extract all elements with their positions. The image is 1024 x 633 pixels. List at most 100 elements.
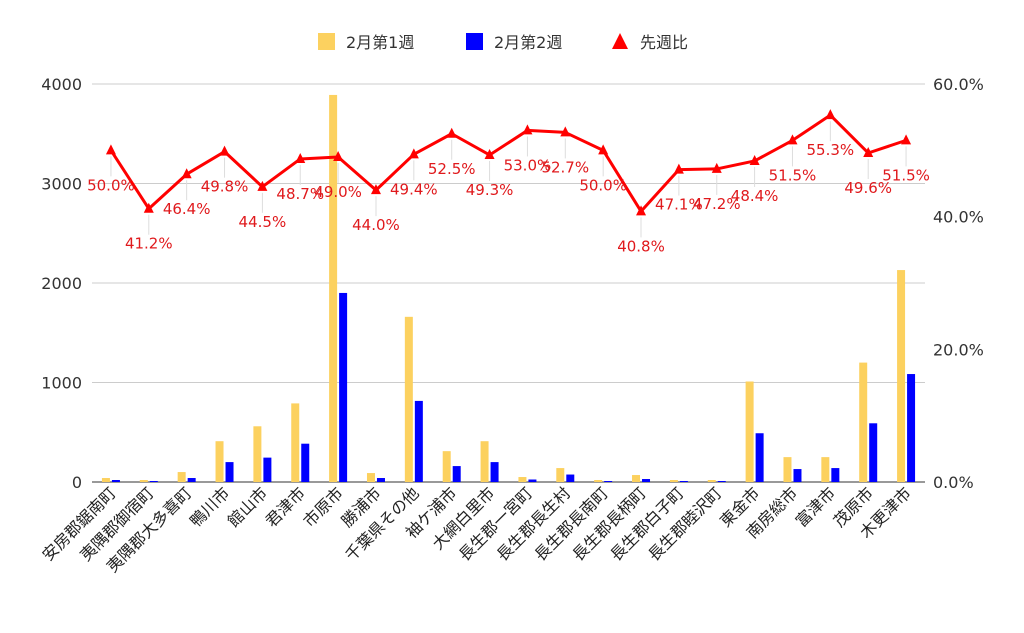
bar-week2 bbox=[149, 481, 158, 482]
ratio-point bbox=[673, 163, 684, 174]
bar-week1 bbox=[329, 94, 338, 482]
bar-week1 bbox=[745, 381, 754, 482]
ratio-data-label: 49.6% bbox=[844, 179, 892, 197]
bar-week1 bbox=[897, 270, 906, 482]
legend-swatch bbox=[318, 33, 335, 50]
category-label: 君津市 bbox=[262, 483, 309, 530]
ratio-point bbox=[863, 146, 874, 157]
ratio-data-label: 41.2% bbox=[125, 235, 173, 253]
ratio-data-label: 53.0% bbox=[504, 156, 552, 174]
ratio-point bbox=[105, 144, 116, 155]
bar-week2 bbox=[263, 457, 272, 482]
category-label: 館山市 bbox=[224, 483, 271, 530]
bar-week1 bbox=[139, 480, 148, 482]
right-tick-label: 0.0% bbox=[933, 473, 974, 492]
ratio-point bbox=[636, 205, 647, 216]
ratio-point bbox=[787, 134, 798, 145]
ratio-point bbox=[181, 168, 192, 179]
bar-week1 bbox=[253, 426, 262, 482]
left-tick-label: 2000 bbox=[41, 274, 82, 293]
bar-week1 bbox=[101, 478, 110, 482]
ratio-point bbox=[370, 184, 381, 195]
legend-swatch bbox=[466, 33, 483, 50]
ratio-point bbox=[408, 148, 419, 159]
bar-week2 bbox=[566, 474, 575, 482]
ratio-point bbox=[711, 162, 722, 173]
bar-week2 bbox=[717, 481, 726, 482]
bar-week1 bbox=[821, 457, 830, 482]
bar-week1 bbox=[177, 472, 186, 482]
bar-week2 bbox=[869, 423, 878, 482]
bar-week2 bbox=[642, 479, 651, 482]
category-label: 富津市 bbox=[792, 483, 839, 530]
ratio-data-label: 48.7% bbox=[276, 185, 324, 203]
right-axis: 0.0% 20.0% 40.0% 60.0% bbox=[933, 75, 984, 492]
bar-week2 bbox=[490, 462, 499, 482]
ratio-point bbox=[901, 134, 912, 145]
ratio-data-label: 47.2% bbox=[693, 195, 741, 213]
bar-week2 bbox=[187, 478, 196, 482]
ratio-data-label: 51.5% bbox=[882, 166, 930, 184]
ratio-line: 50.0% 41.2% 46.4% 49.8% 44.5% 48.7%49.0% 44.0%… bbox=[87, 109, 930, 255]
ratio-data-label: 47.1% bbox=[655, 196, 703, 214]
ratio-point bbox=[825, 109, 836, 120]
legend: 2月第1週 2月第2週 先週比 bbox=[318, 33, 688, 52]
ratio-data-label: 46.4% bbox=[163, 200, 211, 218]
ratio-data-label: 52.5% bbox=[428, 160, 476, 178]
legend-triangle-icon bbox=[612, 33, 628, 49]
ratio-point bbox=[560, 126, 571, 137]
bar-week1 bbox=[707, 480, 716, 482]
ratio-data-label: 44.0% bbox=[352, 216, 400, 234]
bar-week2 bbox=[907, 374, 916, 482]
ratio-data-label: 52.7% bbox=[541, 158, 589, 176]
ratio-data-label: 40.8% bbox=[617, 237, 665, 255]
bar-week1 bbox=[215, 441, 224, 482]
ratio-data-label: 49.4% bbox=[390, 180, 438, 198]
ratio-data-label: 44.5% bbox=[239, 213, 287, 231]
ratio-point bbox=[219, 145, 230, 156]
legend-label: 2月第2週 bbox=[494, 33, 562, 52]
ratio-data-label: 50.0% bbox=[579, 176, 627, 194]
left-axis: 0 1000 2000 3000 4000 bbox=[41, 75, 82, 492]
ratio-point bbox=[484, 148, 495, 159]
left-tick-label: 0 bbox=[72, 473, 82, 492]
bar-week1 bbox=[291, 403, 300, 482]
bar-week2 bbox=[528, 479, 537, 482]
bar-week2 bbox=[414, 400, 423, 482]
right-tick-label: 40.0% bbox=[933, 208, 984, 227]
right-tick-label: 20.0% bbox=[933, 340, 984, 359]
ratio-data-label: 50.0% bbox=[87, 176, 135, 194]
bar-week2 bbox=[111, 480, 120, 482]
bar-week1 bbox=[404, 316, 413, 482]
bar-week1 bbox=[556, 468, 565, 482]
ratio-point bbox=[749, 154, 760, 165]
category-label: 鴨川市 bbox=[186, 483, 233, 530]
right-tick-label: 60.0% bbox=[933, 75, 984, 94]
bar-week2 bbox=[793, 469, 802, 482]
left-tick-label: 3000 bbox=[41, 175, 82, 194]
bars bbox=[101, 94, 916, 482]
ratio-data-label: 49.8% bbox=[201, 178, 249, 196]
bar-week1 bbox=[632, 475, 641, 482]
bar-week2 bbox=[679, 481, 688, 482]
bar-week1 bbox=[480, 441, 489, 482]
ratio-point bbox=[598, 144, 609, 155]
ratio-polyline bbox=[109, 113, 907, 213]
ratio-data-label: 51.5% bbox=[769, 166, 817, 184]
bar-week1 bbox=[669, 480, 678, 482]
bar-week2 bbox=[339, 292, 348, 482]
bar-week1 bbox=[366, 473, 375, 482]
bar-week1 bbox=[518, 477, 527, 482]
legend-label: 2月第1週 bbox=[346, 33, 414, 52]
left-tick-label: 1000 bbox=[41, 374, 82, 393]
bar-week2 bbox=[376, 478, 385, 482]
bar-week1 bbox=[594, 480, 603, 482]
ratio-data-label: 48.4% bbox=[731, 187, 779, 205]
ratio-data-label: 49.0% bbox=[314, 183, 362, 201]
bar-week2 bbox=[755, 433, 764, 482]
bar-week1 bbox=[783, 457, 792, 482]
category-label: 市原市 bbox=[300, 483, 347, 530]
bar-week2 bbox=[225, 462, 234, 482]
bar-week2 bbox=[831, 468, 840, 482]
